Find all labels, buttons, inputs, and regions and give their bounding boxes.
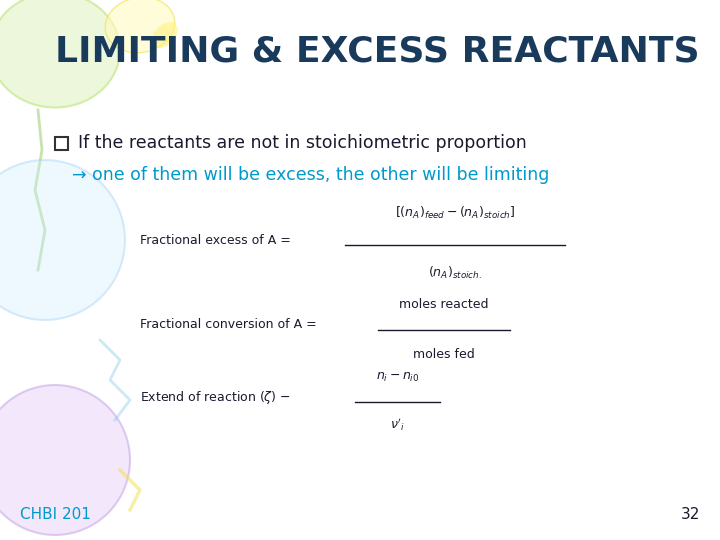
Text: CHBI 201: CHBI 201: [20, 507, 91, 522]
Ellipse shape: [0, 0, 120, 107]
Text: → one of them will be excess, the other will be limiting: → one of them will be excess, the other …: [72, 166, 549, 184]
Text: 32: 32: [680, 507, 700, 522]
Text: Fractional excess of A =: Fractional excess of A =: [140, 233, 295, 246]
Text: Extend of reaction ($\zeta$) $-$: Extend of reaction ($\zeta$) $-$: [140, 388, 292, 406]
Text: $\nu'_i$: $\nu'_i$: [390, 417, 405, 433]
Ellipse shape: [152, 22, 178, 48]
Text: $[(n_A)_{feed} - (n_A)_{stoich}]$: $[(n_A)_{feed} - (n_A)_{stoich}]$: [395, 205, 516, 221]
Text: moles reacted: moles reacted: [400, 298, 489, 310]
Text: Fractional conversion of A =: Fractional conversion of A =: [140, 319, 320, 332]
Circle shape: [0, 160, 125, 320]
Text: If the reactants are not in stoichiometric proportion: If the reactants are not in stoichiometr…: [78, 134, 527, 152]
Ellipse shape: [105, 0, 175, 53]
Text: moles fed: moles fed: [413, 348, 475, 361]
Text: LIMITING & EXCESS REACTANTS: LIMITING & EXCESS REACTANTS: [55, 35, 700, 69]
Text: $(n_A)_{stoich.}$: $(n_A)_{stoich.}$: [428, 265, 482, 281]
Bar: [55, 137, 68, 150]
Text: $n_i - n_{i0}$: $n_i - n_{i0}$: [376, 370, 419, 383]
Circle shape: [0, 385, 130, 535]
